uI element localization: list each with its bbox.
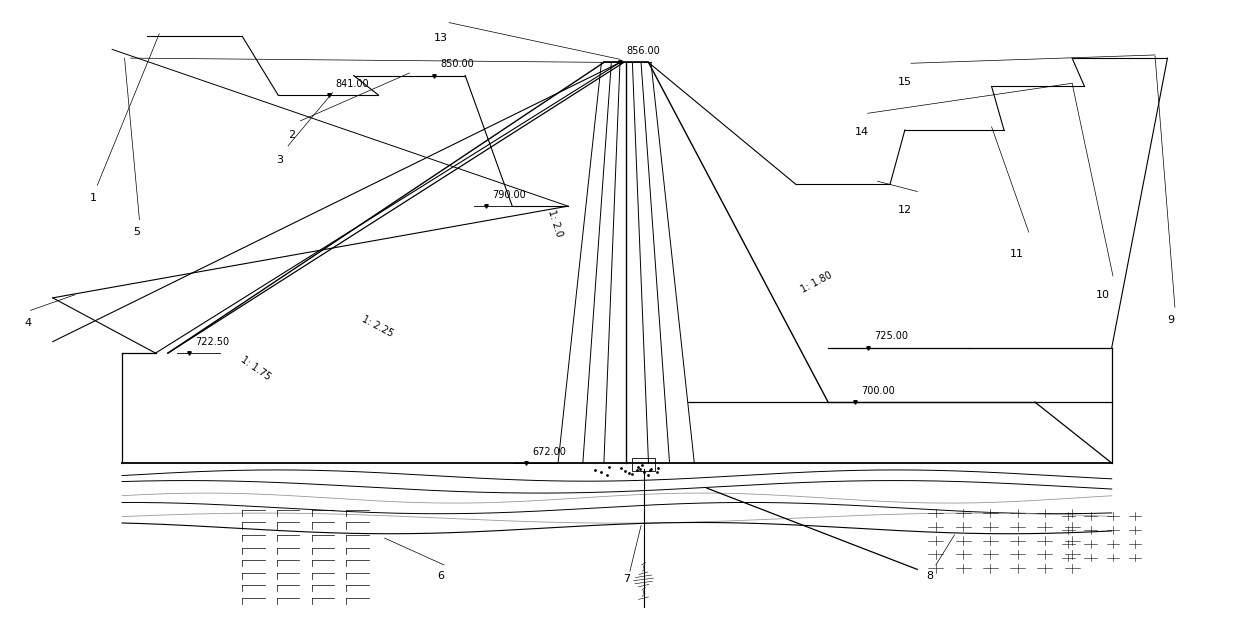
Text: 7: 7 bbox=[622, 574, 630, 584]
Text: 1: 1 bbox=[91, 192, 97, 203]
Text: 15: 15 bbox=[898, 77, 911, 87]
Text: 1: 2.25: 1: 2.25 bbox=[360, 314, 394, 339]
Text: 12: 12 bbox=[898, 205, 911, 215]
Text: 14: 14 bbox=[854, 127, 868, 137]
Text: 8: 8 bbox=[926, 571, 934, 581]
Text: 13: 13 bbox=[434, 33, 448, 43]
Text: 850.00: 850.00 bbox=[440, 60, 474, 69]
Text: 11: 11 bbox=[1009, 249, 1023, 259]
Text: 725.00: 725.00 bbox=[874, 332, 908, 342]
Text: 5: 5 bbox=[134, 227, 140, 237]
Text: 1: 1.75: 1: 1.75 bbox=[238, 354, 273, 382]
Text: 700.00: 700.00 bbox=[862, 386, 895, 396]
Bar bbox=[632, 458, 655, 470]
Text: 1: 2.0: 1: 2.0 bbox=[546, 209, 564, 238]
Text: 6: 6 bbox=[436, 571, 444, 581]
Text: 841.00: 841.00 bbox=[335, 79, 368, 89]
Text: 9: 9 bbox=[1168, 315, 1174, 325]
Text: 4: 4 bbox=[25, 318, 31, 328]
Text: 672.00: 672.00 bbox=[532, 447, 565, 457]
Text: 856.00: 856.00 bbox=[626, 46, 660, 56]
Text: 1: 1.80: 1: 1.80 bbox=[800, 270, 835, 295]
Text: 3: 3 bbox=[275, 155, 283, 166]
Text: 10: 10 bbox=[1096, 290, 1110, 300]
Text: 790.00: 790.00 bbox=[492, 190, 526, 200]
Text: 2: 2 bbox=[288, 130, 295, 140]
Text: 722.50: 722.50 bbox=[195, 337, 229, 347]
